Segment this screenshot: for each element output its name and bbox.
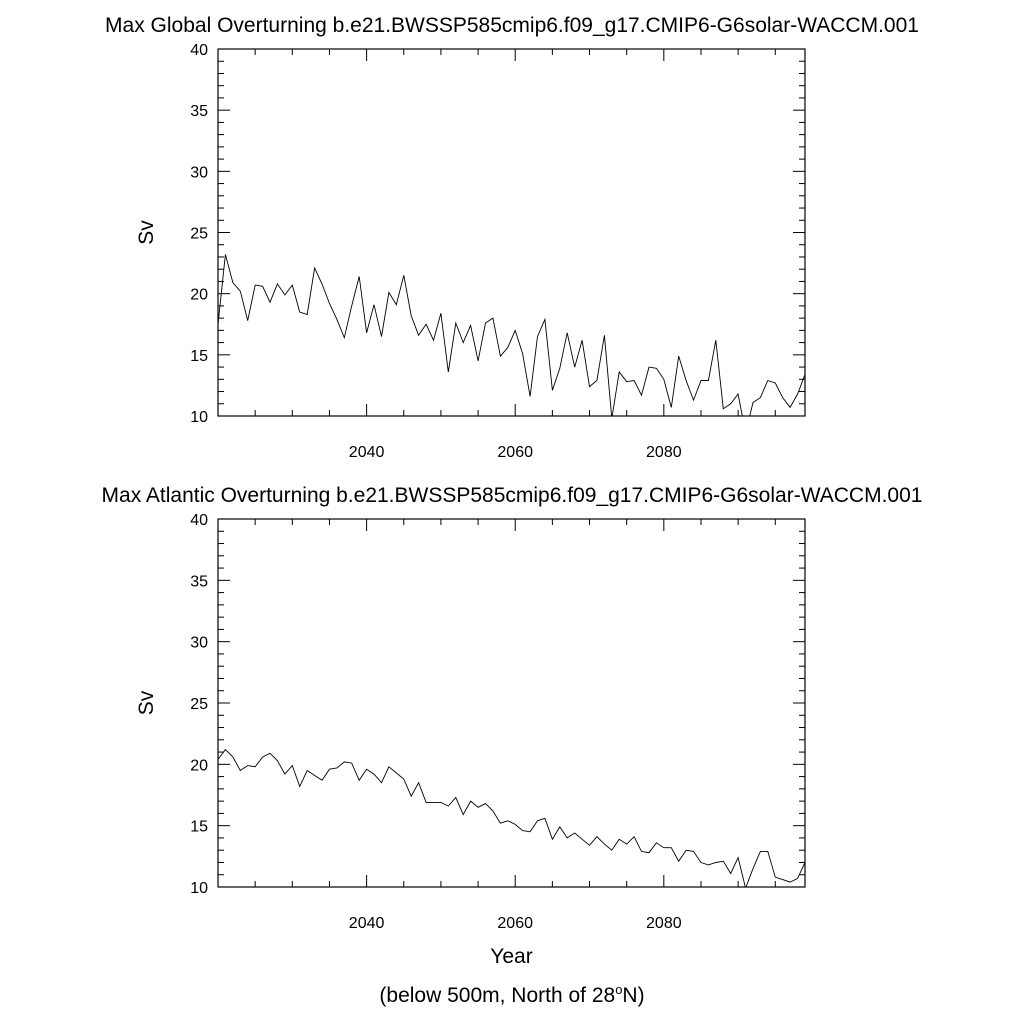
x-tick-label: 2040	[349, 444, 385, 461]
y-tick-label: 20	[190, 287, 208, 304]
plot-frame	[217, 518, 806, 888]
y-tick-label: 30	[190, 635, 208, 652]
y-tick-label: 35	[190, 573, 208, 590]
footnote: (below 500m, North of 28oN)	[0, 982, 1024, 1008]
y-tick-label: 35	[190, 103, 208, 120]
x-tick-label: 2060	[497, 444, 533, 461]
y-tick-label: 40	[190, 512, 208, 529]
y-tick-label: 25	[190, 226, 208, 243]
y-tick-label: 15	[190, 819, 208, 836]
x-tick-label: 2040	[349, 915, 385, 932]
chart-panel-1: Max Global Overturning b.e21.BWSSP585cmi…	[105, 14, 919, 461]
footnote-prefix: (below 500m, North of 28	[379, 984, 616, 1007]
x-tick-label: 2080	[646, 915, 682, 932]
x-tick-label: 2060	[497, 915, 533, 932]
chart-panel-2: Max Atlantic Overturning b.e21.BWSSP585c…	[102, 484, 923, 968]
footnote-degree: o	[615, 982, 623, 997]
chart-title: Max Atlantic Overturning b.e21.BWSSP585c…	[102, 484, 923, 507]
series-line-1	[218, 748, 805, 887]
y-axis-label: Sv	[135, 690, 158, 715]
y-tick-label: 30	[190, 164, 208, 181]
x-tick-label: 2080	[646, 444, 682, 461]
y-tick-label: 20	[190, 757, 208, 774]
footnote-suffix: N)	[622, 984, 645, 1007]
y-tick-label: 25	[190, 696, 208, 713]
plot-frame	[217, 48, 806, 417]
y-tick-label: 15	[190, 348, 208, 365]
chart-title: Max Global Overturning b.e21.BWSSP585cmi…	[105, 14, 919, 37]
y-tick-label: 10	[190, 409, 208, 426]
x-axis-label: Year	[490, 945, 532, 968]
series-line-1	[218, 254, 805, 416]
y-axis-label: Sv	[135, 220, 158, 245]
y-tick-label: 10	[190, 880, 208, 897]
y-tick-label: 40	[190, 42, 208, 59]
